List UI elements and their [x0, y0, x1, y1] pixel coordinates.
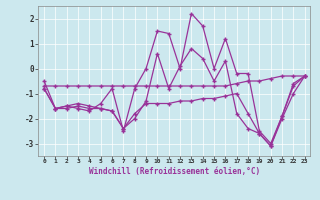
X-axis label: Windchill (Refroidissement éolien,°C): Windchill (Refroidissement éolien,°C) — [89, 167, 260, 176]
